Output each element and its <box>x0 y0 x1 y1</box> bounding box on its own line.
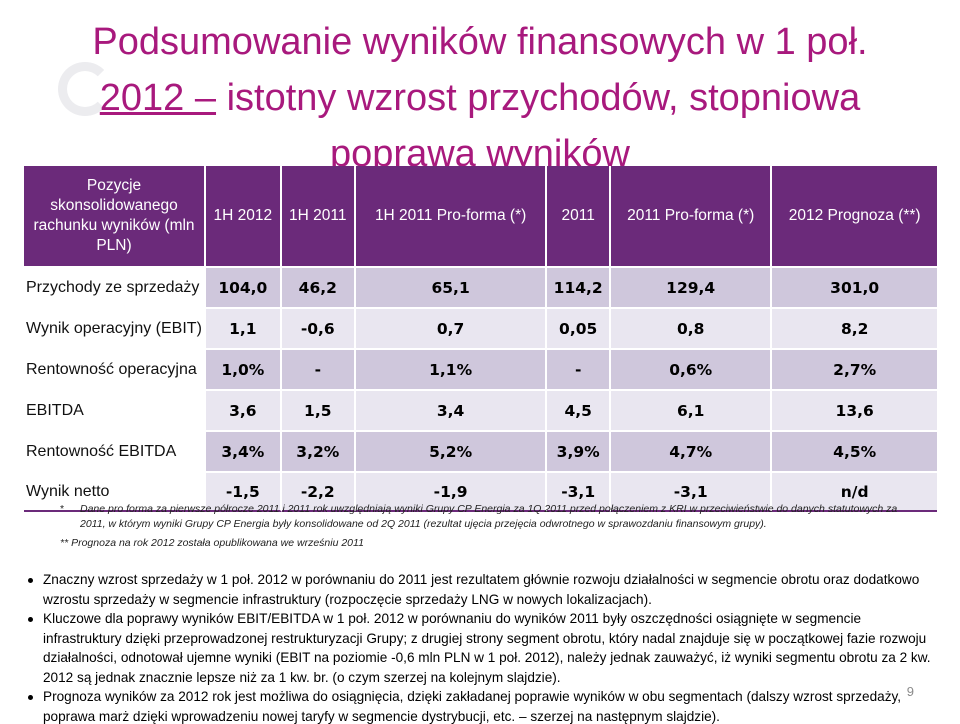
row-label: EBITDA <box>24 389 206 430</box>
financial-results-table: Pozycje skonsolidowanego rachunku wynikó… <box>24 166 937 512</box>
table-cell: 1,0% <box>206 348 282 389</box>
footnote-forecast: ** Prognoza na rok 2012 została opubliko… <box>60 537 364 549</box>
footnotes: * Dane pro forma za pierwsze półrocze 20… <box>60 502 910 551</box>
table-cell: -3,1 <box>611 471 773 512</box>
table-cell: 1,1 <box>206 307 282 348</box>
table-cell: 2,7% <box>772 348 937 389</box>
header-cell: 1H 2011 <box>281 166 356 266</box>
table-cell: -3,1 <box>547 471 612 512</box>
table-row: Rentowność EBITDA 3,4% 3,2% 5,2% 3,9% 4,… <box>24 430 937 471</box>
table-cell: 1,5 <box>281 389 356 430</box>
table-cell: - <box>281 348 356 389</box>
row-label: Wynik netto <box>24 471 206 512</box>
title-line-1: Podsumowanie wyników finansowych w 1 poł… <box>92 21 868 63</box>
footnote-mark: * <box>60 503 65 515</box>
row-label: Rentowność operacyjna <box>24 348 206 389</box>
logo-watermark-icon <box>58 62 112 116</box>
table-cell: 0,05 <box>547 307 612 348</box>
header-cell: 2011 Pro-forma (*) <box>611 166 773 266</box>
table-cell: 5,2% <box>355 430 548 471</box>
row-label: Wynik operacyjny (EBIT) <box>24 307 206 348</box>
table-cell: 13,6 <box>772 389 937 430</box>
table-row: Rentowność operacyjna 1,0% - 1,1% - 0,6%… <box>24 348 937 389</box>
table-cell: 114,2 <box>547 266 612 307</box>
bullet-item: Kluczowe dla poprawy wyników EBIT/EBITDA… <box>20 609 940 687</box>
table-cell: 0,6% <box>611 348 773 389</box>
bullet-item: Prognoza wyników za 2012 rok jest możliw… <box>20 687 940 724</box>
table-cell: 65,1 <box>355 266 548 307</box>
table-row: Wynik operacyjny (EBIT) 1,1 -0,6 0,7 0,0… <box>24 307 937 348</box>
table-cell: 3,9% <box>547 430 612 471</box>
table-cell: 4,7% <box>611 430 773 471</box>
row-label: Przychody ze sprzedaży <box>24 266 206 307</box>
header-cell: 2011 <box>547 166 612 266</box>
table-cell: n/d <box>772 471 937 512</box>
table-cell: 301,0 <box>772 266 937 307</box>
bullet-item: Znaczny wzrost sprzedaży w 1 poł. 2012 w… <box>20 570 940 609</box>
header-cell: Pozycje skonsolidowanego rachunku wynikó… <box>24 166 206 266</box>
table-header-row: Pozycje skonsolidowanego rachunku wynikó… <box>24 166 937 266</box>
header-cell: 1H 2012 <box>206 166 282 266</box>
footnote-text: Dane pro forma za pierwsze półrocze 2011… <box>80 503 898 530</box>
table-cell: 0,8 <box>611 307 773 348</box>
table-cell: 129,4 <box>611 266 773 307</box>
summary-bullet-list: Znaczny wzrost sprzedaży w 1 poł. 2012 w… <box>20 570 940 724</box>
table-cell: 6,1 <box>611 389 773 430</box>
table-row: Wynik netto -1,5 -2,2 -1,9 -3,1 -3,1 n/d <box>24 471 937 512</box>
row-label: Rentowność EBITDA <box>24 430 206 471</box>
table-cell: 3,2% <box>281 430 356 471</box>
table-cell: -1,5 <box>206 471 282 512</box>
table-row: EBITDA 3,6 1,5 3,4 4,5 6,1 13,6 <box>24 389 937 430</box>
slide-title: Podsumowanie wyników finansowych w 1 poł… <box>20 14 940 182</box>
table-cell: 4,5 <box>547 389 612 430</box>
table-cell: 4,5% <box>772 430 937 471</box>
title-year: 2012 – <box>99 77 217 119</box>
table-cell: -1,9 <box>355 471 548 512</box>
table-cell: -0,6 <box>281 307 356 348</box>
header-cell: 2012 Prognoza (**) <box>772 166 937 266</box>
table-cell: 46,2 <box>281 266 356 307</box>
table-cell: 104,0 <box>206 266 282 307</box>
table-row: Przychody ze sprzedaży 104,0 46,2 65,1 1… <box>24 266 937 307</box>
table-cell: 3,4% <box>206 430 282 471</box>
table-cell: 8,2 <box>772 307 937 348</box>
header-cell: 1H 2011 Pro-forma (*) <box>355 166 548 266</box>
table-cell: -2,2 <box>281 471 356 512</box>
page-number: 9 <box>906 684 914 699</box>
title-line-2: istotny wzrost przychodów, stopniowa <box>216 77 861 119</box>
table-cell: 3,4 <box>355 389 548 430</box>
footnote-pro-forma: * Dane pro forma za pierwsze półrocze 20… <box>60 502 910 532</box>
table-cell: 0,7 <box>355 307 548 348</box>
table-cell: - <box>547 348 612 389</box>
table-cell: 3,6 <box>206 389 282 430</box>
table-cell: 1,1% <box>355 348 548 389</box>
